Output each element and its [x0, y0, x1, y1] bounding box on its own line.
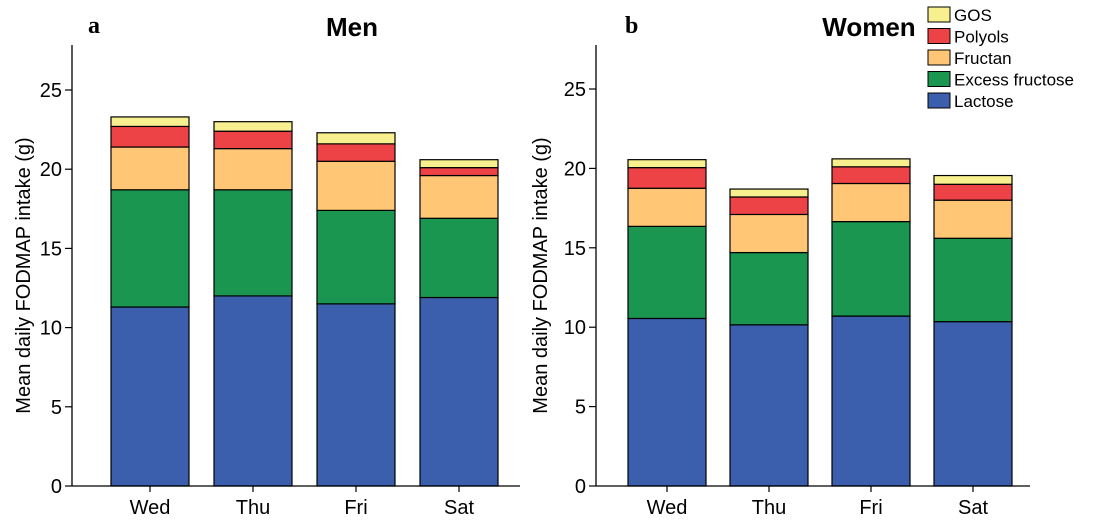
bar-segment-gos	[316, 132, 396, 145]
bar-segment-lactose	[419, 296, 499, 487]
legend-swatch-fructan	[927, 49, 951, 66]
bar-segment-polyols	[627, 167, 707, 189]
legend-label: GOS	[954, 6, 992, 25]
bar-segment-gos	[933, 174, 1013, 185]
x-tick-label: Sat	[444, 497, 474, 519]
legend-label: Excess fructose	[954, 71, 1074, 90]
bar-segment-polyols	[419, 167, 499, 177]
bar-segment-fructan	[110, 146, 190, 191]
panel-label: a	[88, 13, 100, 39]
bar-segment-polyols	[729, 196, 809, 216]
y-tick-label: 15	[564, 238, 586, 260]
bar-segment-excess-fructose	[933, 237, 1013, 323]
bar-segment-excess-fructose	[627, 225, 707, 320]
bar-segment-fructan	[831, 182, 911, 223]
x-tick-label: Thu	[236, 497, 270, 519]
chart-title: Women	[822, 12, 915, 42]
legend-label: Fructan	[954, 49, 1012, 68]
panel-men: a Men Mean daily FODMAP intake (g) Wed Thu Fr…	[13, 12, 520, 519]
legend: GOS Polyols Fructan Excess fructose Lactose	[927, 6, 1074, 111]
y-tick-label: 5	[575, 397, 586, 419]
panel-women: b Women Mean daily FODMAP intake (g) Wed Thu…	[530, 12, 1030, 519]
bar-segment-fructan	[419, 174, 499, 219]
bar-segment-gos	[419, 159, 499, 169]
bar-segment-excess-fructose	[316, 209, 396, 305]
y-axis-label: Mean daily FODMAP intake (g)	[13, 137, 35, 413]
legend-swatch-excess-fructose	[927, 71, 951, 87]
y-tick-label: 15	[40, 238, 62, 260]
bar-segment-excess-fructose	[831, 220, 911, 317]
bar-segment-lactose	[729, 324, 809, 487]
y-tick-label: 25	[564, 79, 586, 101]
panel-label: b	[625, 13, 638, 39]
legend-swatch-polyols	[927, 28, 951, 44]
bar-segment-gos	[110, 116, 190, 128]
y-tick-label: 10	[564, 317, 586, 339]
bar-segment-excess-fructose	[110, 189, 190, 308]
y-tick-label: 0	[51, 476, 62, 498]
bar-segment-fructan	[933, 199, 1013, 239]
x-tick-label: Wed	[130, 497, 171, 519]
y-tick-label: 0	[575, 476, 586, 498]
bar-segment-lactose	[213, 295, 293, 487]
legend-label: Lactose	[954, 92, 1014, 111]
bar-segment-excess-fructose	[729, 251, 809, 326]
bar-segment-lactose	[316, 303, 396, 487]
legend-swatch-lactose	[927, 92, 951, 109]
legend-swatch-gos	[927, 6, 951, 23]
bar-segment-polyols	[316, 143, 396, 162]
bar-segment-polyols	[831, 166, 911, 185]
bar-segment-gos	[213, 121, 293, 132]
bar-segment-excess-fructose	[419, 217, 499, 299]
bar-segment-lactose	[110, 306, 190, 487]
y-tick-label: 20	[40, 159, 62, 181]
bar-segment-fructan	[729, 213, 809, 254]
bar-segment-fructan	[316, 160, 396, 211]
chart-title: Men	[326, 12, 378, 42]
y-tick-label: 25	[40, 80, 62, 102]
bar-segment-lactose	[933, 321, 1013, 487]
bar-segment-gos	[627, 159, 707, 169]
bar-segment-fructan	[627, 187, 707, 227]
y-tick-label: 20	[564, 158, 586, 180]
legend-label: Polyols	[954, 28, 1009, 47]
bar-segment-excess-fructose	[213, 189, 293, 297]
x-tick-label: Fri	[344, 497, 367, 519]
bar-segment-polyols	[213, 130, 293, 150]
y-tick-label: 5	[51, 397, 62, 419]
x-tick-label: Thu	[752, 497, 786, 519]
bar-segment-fructan	[213, 148, 293, 191]
x-tick-label: Sat	[958, 497, 988, 519]
bar-segment-polyols	[110, 125, 190, 148]
y-tick-label: 10	[40, 318, 62, 340]
y-axis-label: Mean daily FODMAP intake (g)	[530, 137, 552, 413]
x-tick-label: Wed	[647, 497, 688, 519]
bar-segment-lactose	[627, 317, 707, 487]
bar-segment-gos	[729, 188, 809, 198]
bar-segment-gos	[831, 158, 911, 168]
bar-segment-lactose	[831, 315, 911, 487]
x-tick-label: Fri	[859, 497, 882, 519]
bar-segment-polyols	[933, 183, 1013, 201]
